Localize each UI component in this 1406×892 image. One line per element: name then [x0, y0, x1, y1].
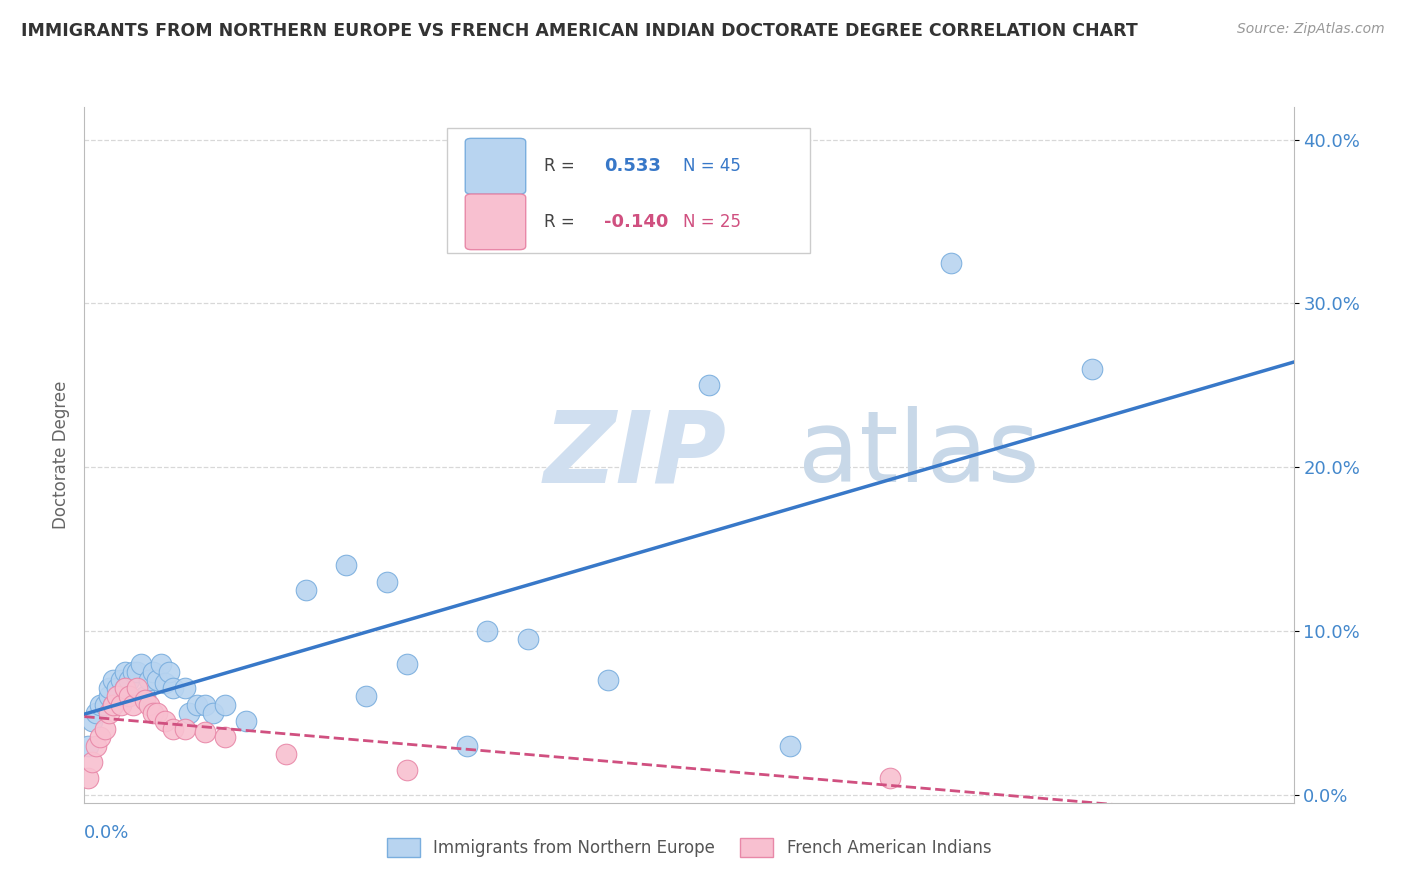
Point	[134, 690, 156, 704]
Point	[121, 665, 143, 679]
Text: -0.140: -0.140	[605, 213, 669, 231]
Point	[146, 706, 169, 720]
Point	[179, 706, 201, 720]
Text: IMMIGRANTS FROM NORTHERN EUROPE VS FRENCH AMERICAN INDIAN DOCTORATE DEGREE CORRE: IMMIGRANTS FROM NORTHERN EUROPE VS FRENC…	[21, 22, 1137, 40]
Point	[202, 706, 225, 720]
Point	[114, 681, 136, 696]
Point	[697, 378, 720, 392]
Point	[97, 690, 120, 704]
Text: 0.533: 0.533	[605, 157, 661, 175]
Text: R =: R =	[544, 157, 575, 175]
Point	[235, 714, 257, 728]
Point	[395, 763, 418, 777]
Point	[101, 673, 124, 687]
Point	[118, 690, 141, 704]
Point	[118, 673, 141, 687]
Point	[82, 714, 104, 728]
Point	[77, 771, 100, 785]
Legend: Immigrants from Northern Europe, French American Indians: Immigrants from Northern Europe, French …	[387, 838, 991, 857]
Point	[77, 739, 100, 753]
Point	[194, 725, 217, 739]
Point	[93, 698, 115, 712]
Point	[186, 698, 208, 712]
Point	[356, 690, 378, 704]
Text: ZIP: ZIP	[544, 407, 727, 503]
Point	[456, 739, 478, 753]
Point	[101, 698, 124, 712]
Point	[89, 731, 111, 745]
Point	[82, 755, 104, 769]
Point	[114, 665, 136, 679]
Point	[214, 698, 236, 712]
Point	[142, 706, 165, 720]
Point	[375, 574, 398, 589]
Point	[121, 698, 143, 712]
Point	[125, 681, 148, 696]
Point	[194, 698, 217, 712]
Point	[105, 681, 128, 696]
Point	[110, 698, 132, 712]
Point	[149, 657, 172, 671]
Point	[162, 722, 184, 736]
Text: N = 45: N = 45	[683, 157, 741, 175]
Point	[1081, 362, 1104, 376]
Point	[105, 690, 128, 704]
Point	[89, 698, 111, 712]
Point	[779, 739, 801, 753]
Y-axis label: Doctorate Degree: Doctorate Degree	[52, 381, 70, 529]
Text: atlas: atlas	[544, 407, 1039, 503]
Text: R =: R =	[544, 213, 575, 231]
Point	[93, 722, 115, 736]
Point	[157, 665, 180, 679]
Point	[174, 722, 197, 736]
Point	[142, 665, 165, 679]
Point	[274, 747, 297, 761]
Point	[97, 681, 120, 696]
Point	[214, 731, 236, 745]
Text: 0.0%: 0.0%	[84, 823, 129, 842]
Point	[153, 714, 176, 728]
Point	[125, 665, 148, 679]
Point	[295, 582, 318, 597]
Point	[335, 558, 357, 573]
FancyBboxPatch shape	[447, 128, 810, 253]
Point	[174, 681, 197, 696]
Text: N = 25: N = 25	[683, 213, 741, 231]
Point	[97, 706, 120, 720]
Point	[395, 657, 418, 671]
Point	[110, 673, 132, 687]
Point	[879, 771, 901, 785]
Text: Source: ZipAtlas.com: Source: ZipAtlas.com	[1237, 22, 1385, 37]
Point	[138, 698, 160, 712]
Point	[134, 692, 156, 706]
Point	[146, 673, 169, 687]
Point	[162, 681, 184, 696]
Point	[516, 632, 538, 646]
Point	[129, 657, 152, 671]
Point	[86, 706, 108, 720]
Point	[114, 681, 136, 696]
Point	[86, 739, 108, 753]
Point	[138, 673, 160, 687]
Point	[598, 673, 620, 687]
Point	[101, 698, 124, 712]
Point	[939, 255, 962, 269]
Point	[153, 676, 176, 690]
FancyBboxPatch shape	[465, 194, 526, 250]
Point	[477, 624, 499, 638]
FancyBboxPatch shape	[465, 138, 526, 194]
